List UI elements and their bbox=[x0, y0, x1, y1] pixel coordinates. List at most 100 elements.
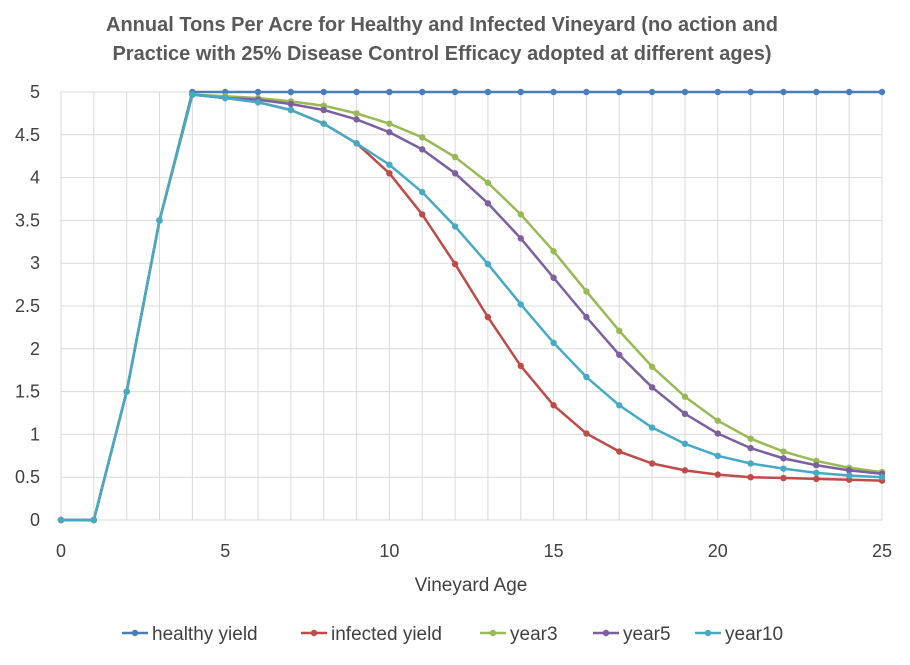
legend-swatch-marker bbox=[310, 629, 318, 637]
legend-label: healthy yield bbox=[152, 624, 258, 645]
chart-title-line-2: Practice with 25% Disease Control Effica… bbox=[112, 43, 771, 65]
series-line-infected-yield bbox=[61, 93, 883, 522]
data-point-year10 bbox=[419, 188, 426, 196]
data-point-year10 bbox=[714, 452, 721, 459]
x-tick-label: 15 bbox=[544, 541, 564, 561]
data-point-year3 bbox=[484, 179, 492, 186]
data-point-year5 bbox=[550, 274, 557, 281]
data-point-infected-yield bbox=[648, 460, 656, 467]
data-point-infected-yield bbox=[583, 430, 590, 437]
data-point-healthy-yield bbox=[813, 88, 820, 96]
data-point-healthy-yield bbox=[616, 88, 623, 96]
data-point-year10 bbox=[616, 402, 623, 409]
data-point-infected-yield bbox=[386, 170, 393, 177]
y-tick-label: 2 bbox=[30, 339, 40, 359]
data-point-year3 bbox=[386, 120, 393, 127]
data-point-year3 bbox=[714, 417, 721, 424]
legend-swatch-marker bbox=[131, 629, 139, 637]
data-point-infected-yield bbox=[714, 471, 721, 478]
data-point-year10 bbox=[287, 106, 295, 114]
data-point-healthy-yield bbox=[714, 88, 721, 96]
data-point-infected-yield bbox=[419, 211, 426, 218]
data-point-year5 bbox=[484, 200, 492, 207]
data-point-healthy-yield bbox=[550, 88, 557, 96]
y-tick-label: 5 bbox=[30, 82, 40, 102]
data-point-year5 bbox=[451, 170, 459, 177]
y-tick-label: 3 bbox=[30, 253, 40, 273]
data-point-infected-yield bbox=[550, 402, 557, 409]
y-tick-label: 0 bbox=[30, 510, 40, 530]
data-point-year10 bbox=[57, 516, 65, 524]
legend-label: year5 bbox=[623, 624, 671, 645]
data-point-year10 bbox=[648, 424, 656, 431]
data-point-year10 bbox=[583, 373, 590, 381]
data-point-healthy-yield bbox=[878, 88, 886, 96]
data-point-healthy-yield bbox=[747, 88, 754, 96]
legend-label: year10 bbox=[725, 624, 783, 645]
data-point-year3 bbox=[353, 110, 360, 117]
data-point-year5 bbox=[616, 351, 623, 358]
legend-swatch-marker bbox=[602, 629, 610, 637]
data-point-year10 bbox=[780, 465, 787, 472]
data-point-year5 bbox=[813, 462, 820, 469]
data-point-year10 bbox=[189, 91, 196, 98]
grid-lines bbox=[60, 91, 883, 521]
data-point-year3 bbox=[583, 288, 590, 295]
data-point-healthy-yield bbox=[419, 88, 426, 96]
chart-title: Annual Tons Per Acre for Healthy and Inf… bbox=[106, 14, 778, 65]
data-point-year10 bbox=[156, 217, 163, 224]
y-tick-label: 4.5 bbox=[15, 125, 40, 145]
legend-item-year10: year10 bbox=[695, 624, 783, 645]
data-point-infected-yield bbox=[780, 474, 787, 482]
data-point-year10 bbox=[254, 99, 262, 106]
legend-swatch-marker bbox=[489, 629, 497, 637]
y-tick-label: 3.5 bbox=[15, 210, 40, 230]
data-point-year10 bbox=[451, 223, 459, 230]
series-infected-yield bbox=[57, 91, 886, 524]
data-point-year5 bbox=[648, 384, 656, 391]
data-point-year3 bbox=[681, 393, 689, 400]
data-point-year10 bbox=[386, 161, 393, 168]
data-point-year5 bbox=[419, 146, 426, 153]
data-point-infected-yield bbox=[451, 260, 459, 268]
y-tick-label: 1 bbox=[30, 424, 40, 444]
data-point-year10 bbox=[813, 469, 820, 477]
data-point-year10 bbox=[90, 516, 98, 524]
legend: healthy yield infected yield year3 year5 yea… bbox=[122, 624, 783, 645]
data-point-year3 bbox=[648, 363, 656, 370]
data-point-year3 bbox=[419, 134, 426, 141]
data-point-year5 bbox=[517, 235, 524, 242]
data-point-year10 bbox=[681, 440, 689, 448]
data-point-year5 bbox=[287, 100, 295, 108]
data-point-year10 bbox=[484, 260, 492, 268]
data-point-healthy-yield bbox=[353, 88, 360, 96]
data-point-healthy-yield bbox=[583, 88, 590, 96]
y-tick-label: 1.5 bbox=[15, 382, 40, 402]
data-point-year5 bbox=[747, 444, 754, 452]
data-point-year10 bbox=[517, 301, 524, 308]
legend-item-infected-yield: infected yield bbox=[301, 624, 442, 645]
x-tick-label: 25 bbox=[872, 541, 892, 561]
data-point-healthy-yield bbox=[681, 88, 689, 96]
y-tick-label: 4 bbox=[30, 168, 40, 188]
data-point-healthy-yield bbox=[845, 88, 853, 96]
data-point-infected-yield bbox=[747, 474, 754, 481]
data-point-infected-yield bbox=[681, 467, 689, 474]
data-point-year10 bbox=[222, 94, 229, 102]
data-point-year10 bbox=[353, 140, 360, 147]
data-point-year10 bbox=[550, 339, 557, 347]
y-axis-tick-labels: 0 0.5 1 1.5 2 2.5 3 3.5 4 4.5 5 bbox=[15, 82, 40, 530]
data-point-infected-yield bbox=[517, 362, 524, 370]
data-point-healthy-yield bbox=[780, 88, 787, 96]
series-line-healthy-yield bbox=[61, 90, 882, 522]
data-point-year3 bbox=[780, 448, 787, 455]
data-point-year5 bbox=[583, 313, 590, 321]
data-point-year5 bbox=[353, 116, 360, 123]
x-tick-label: 0 bbox=[56, 541, 66, 561]
data-point-year10 bbox=[747, 460, 754, 467]
data-point-year5 bbox=[780, 455, 787, 462]
data-point-year10 bbox=[845, 472, 853, 479]
data-point-year5 bbox=[845, 467, 853, 474]
